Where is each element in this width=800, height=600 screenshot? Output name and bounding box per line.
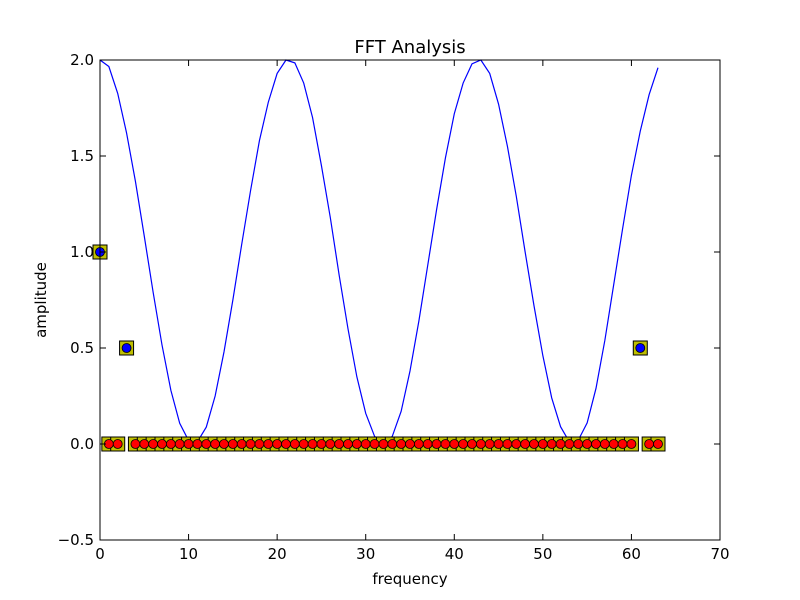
y-tick-label: 1.0 bbox=[70, 243, 94, 261]
y-tick-label: 1.5 bbox=[70, 147, 94, 165]
circle-marker bbox=[555, 439, 566, 449]
circle-marker bbox=[325, 439, 336, 449]
circle-marker bbox=[272, 439, 283, 449]
y-tick-label: 0.0 bbox=[70, 435, 94, 453]
plot-frame bbox=[99, 59, 721, 541]
y-tick-label: 2.0 bbox=[70, 51, 94, 69]
circle-marker bbox=[378, 439, 389, 449]
circle-marker bbox=[307, 439, 318, 449]
circle-marker bbox=[520, 439, 531, 449]
circle-marker bbox=[493, 439, 504, 449]
circle-marker bbox=[582, 439, 593, 449]
chart-title: FFT Analysis bbox=[354, 37, 465, 58]
x-tick-label: 30 bbox=[356, 545, 375, 563]
x-tick-label: 40 bbox=[445, 545, 464, 563]
circle-marker bbox=[139, 439, 150, 449]
circle-marker bbox=[387, 439, 398, 449]
circle-marker bbox=[183, 439, 194, 449]
plot-area bbox=[92, 59, 666, 452]
circle-marker bbox=[210, 439, 221, 449]
y-tick-label: 0.5 bbox=[70, 339, 94, 357]
circle-marker bbox=[502, 439, 513, 449]
x-axis: 0 10 20 30 40 50 60 70 bbox=[95, 60, 730, 563]
circle-marker bbox=[201, 439, 212, 449]
circle-marker bbox=[573, 439, 584, 449]
circle-marker bbox=[564, 439, 575, 449]
x-tick-label: 10 bbox=[179, 545, 198, 563]
circle-marker bbox=[227, 439, 238, 449]
circle-marker bbox=[511, 439, 522, 449]
circle-marker bbox=[537, 439, 548, 449]
circle-marker bbox=[254, 439, 265, 449]
circle-marker bbox=[157, 439, 167, 449]
circle-marker bbox=[608, 439, 619, 449]
circle-marker bbox=[351, 439, 362, 449]
circle-marker bbox=[112, 439, 123, 449]
circle-marker bbox=[369, 439, 380, 449]
circle-marker bbox=[121, 343, 132, 353]
circle-marker bbox=[148, 439, 159, 449]
x-axis-label: frequency bbox=[372, 570, 447, 588]
x-tick-label: 0 bbox=[95, 545, 105, 563]
circle-marker bbox=[289, 439, 300, 449]
y-tick-label: −0.5 bbox=[58, 531, 94, 549]
circle-marker bbox=[298, 439, 309, 449]
circle-marker bbox=[343, 439, 353, 449]
circle-marker bbox=[617, 439, 628, 449]
circle-marker bbox=[475, 439, 486, 449]
circle-marker bbox=[529, 439, 539, 449]
circle-marker bbox=[192, 439, 203, 449]
circle-marker bbox=[219, 439, 229, 449]
y-axis: −0.5 0.0 0.5 1.0 1.5 2.0 bbox=[58, 51, 720, 549]
x-tick-label: 20 bbox=[268, 545, 287, 563]
circle-marker bbox=[263, 439, 274, 449]
circle-marker bbox=[484, 439, 495, 449]
series-0 bbox=[99, 59, 659, 445]
circle-marker bbox=[165, 439, 176, 449]
series-2 bbox=[95, 247, 646, 353]
circle-marker bbox=[422, 439, 433, 449]
circle-marker bbox=[281, 439, 291, 449]
circle-marker bbox=[360, 439, 371, 449]
circle-marker bbox=[626, 439, 637, 449]
circle-marker bbox=[236, 439, 247, 449]
circle-marker bbox=[245, 439, 256, 449]
x-tick-label: 70 bbox=[710, 545, 729, 563]
x-tick-label: 50 bbox=[533, 545, 552, 563]
series-line bbox=[99, 59, 659, 445]
circle-marker bbox=[130, 439, 141, 449]
circle-marker bbox=[458, 439, 469, 449]
circle-marker bbox=[644, 439, 655, 449]
circle-marker bbox=[440, 439, 451, 449]
x-tick-label: 60 bbox=[622, 545, 641, 563]
circle-marker bbox=[449, 439, 460, 449]
circle-marker bbox=[174, 439, 185, 449]
circle-marker bbox=[546, 439, 557, 449]
circle-marker bbox=[635, 343, 646, 353]
circle-marker bbox=[599, 439, 610, 449]
circle-marker bbox=[653, 439, 663, 449]
circle-marker bbox=[413, 439, 424, 449]
y-axis-label: amplitude bbox=[32, 262, 50, 338]
circle-marker bbox=[334, 439, 345, 449]
circle-marker bbox=[316, 439, 327, 449]
circle-marker bbox=[405, 439, 415, 449]
circle-marker bbox=[396, 439, 407, 449]
series-3 bbox=[103, 439, 663, 449]
circle-marker bbox=[467, 439, 477, 449]
circle-marker bbox=[591, 439, 601, 449]
circle-marker bbox=[431, 439, 442, 449]
